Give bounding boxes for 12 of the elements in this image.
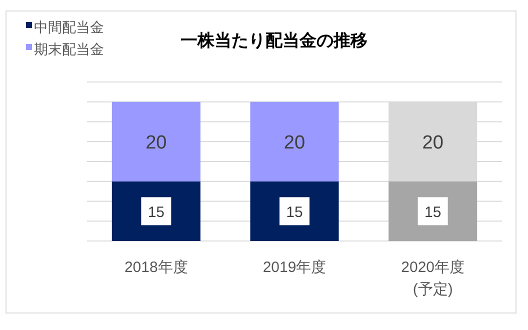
x-tick-label: 2019年度 bbox=[262, 259, 326, 276]
data-label: 20 bbox=[146, 132, 167, 154]
data-label: 15 bbox=[424, 204, 442, 222]
data-label: 20 bbox=[284, 132, 306, 154]
x-tick-label: 2020年度 (予定) bbox=[401, 259, 465, 298]
chart-title: 一株当たり配当金の推移 bbox=[180, 31, 368, 50]
x-tick-label: 2018年度 bbox=[124, 259, 188, 276]
data-label: 20 bbox=[422, 132, 444, 154]
legend-label: 期末配当金 bbox=[34, 41, 104, 57]
data-label: 15 bbox=[148, 204, 165, 222]
legend-label: 中間配当金 bbox=[34, 19, 104, 35]
data-label: 15 bbox=[286, 204, 303, 222]
